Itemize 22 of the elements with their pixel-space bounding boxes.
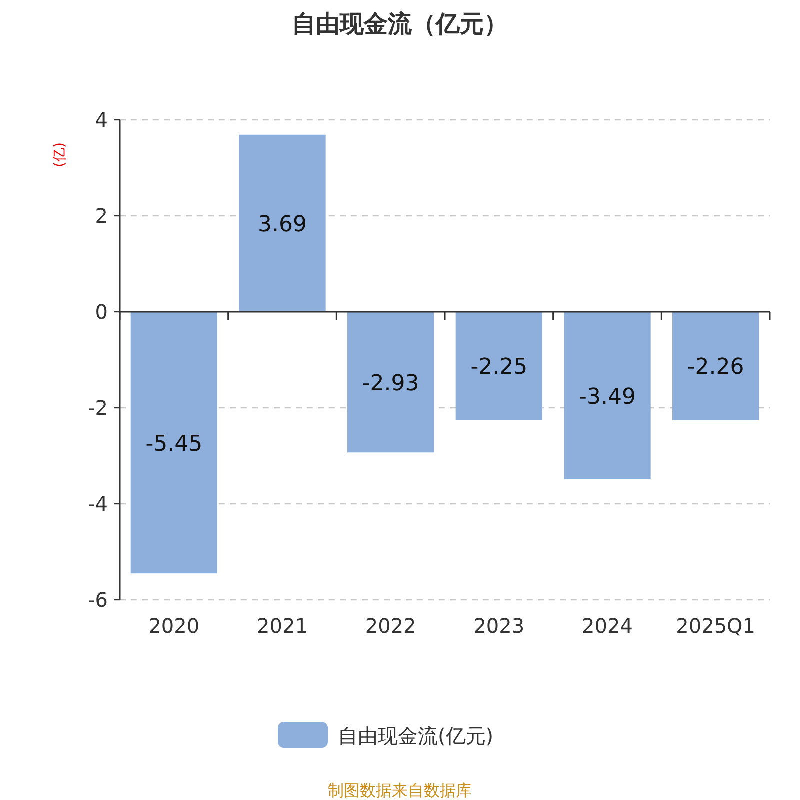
y-axis-title: (亿) (52, 142, 68, 168)
data-label: -2.26 (687, 355, 744, 380)
data-label: -3.49 (579, 384, 636, 410)
text: 制图数据来自数据库 (328, 781, 472, 800)
x-tick-label: 2021 (257, 614, 308, 638)
x-tick-label: 2022 (365, 614, 416, 638)
y-tick-label: 2 (95, 204, 108, 228)
legend-label: 自由现金流(亿元) (338, 724, 494, 748)
x-tick-label: 2024 (582, 614, 633, 638)
chart-title: 自由现金流（亿元） (292, 10, 508, 38)
x-tick-label: 2020 (148, 614, 200, 638)
x-tick-label: 2023 (474, 614, 525, 638)
y-tick-label: 4 (95, 108, 108, 132)
y-tick-label: -4 (88, 492, 108, 516)
data-label: -2.25 (470, 355, 528, 380)
data-label: 3.69 (258, 212, 307, 238)
x-tick-label: 2025Q1 (676, 614, 756, 638)
data-label: -5.45 (146, 432, 203, 457)
y-tick-label: -2 (88, 396, 108, 420)
y-tick-label: 0 (95, 300, 108, 324)
y-tick-label: -6 (88, 588, 108, 612)
data-label: -2.93 (362, 371, 420, 396)
